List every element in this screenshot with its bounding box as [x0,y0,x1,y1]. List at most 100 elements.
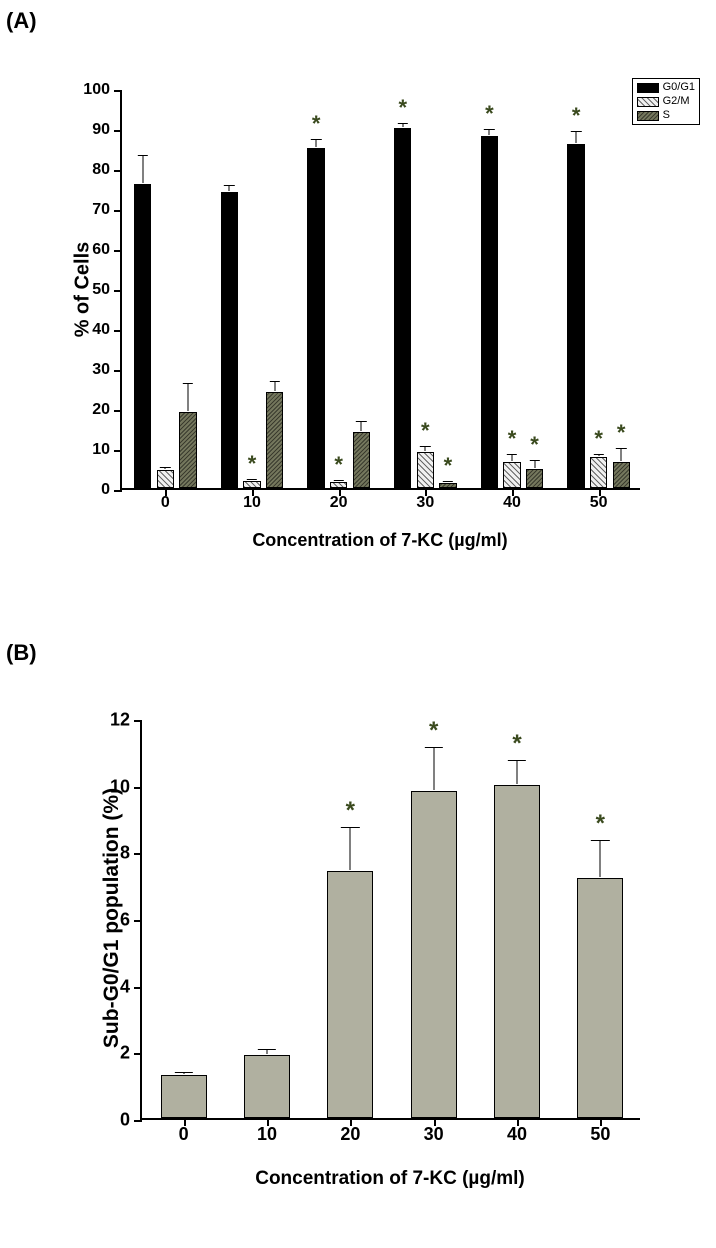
chart-b-significance-marker: * [512,730,521,758]
chart-a-xtick-label: 30 [416,494,434,512]
chart-a-errorbar [534,460,535,468]
chart-a-errorbar-cap [571,131,581,132]
chart-b-ylabel: Sub-G0/G1 population (%) [100,778,124,1058]
chart-a-ytick [114,370,122,372]
chart-a-errorbar-cap [507,454,517,455]
chart-a-errorbar-cap [160,467,170,468]
chart-a-errorbar [187,383,188,411]
chart-b-ytick [134,787,142,789]
chart-a-ytick [114,450,122,452]
chart-a-errorbar-cap [484,129,494,130]
chart-b-ytick-label: 12 [110,710,130,731]
legend-label: G0/G1 [663,82,695,93]
chart-b-xlabel: Concentration of 7-KC (µg/ml) [140,1168,640,1190]
chart-b-bar [244,1055,290,1118]
legend-swatch [637,83,659,93]
panel-b-label: (B) [6,640,37,666]
chart-b-errorbar-cap [424,747,442,748]
chart-a-bar: * [307,148,324,488]
legend-label: G2/M [663,96,690,107]
chart-a-significance-marker: * [444,453,453,479]
chart-a-ytick-label: 80 [92,161,110,179]
panel-a-label: (A) [6,8,37,34]
chart-a-ytick [114,170,122,172]
chart-b-errorbar-cap [341,827,359,828]
chart-b-errorbar-cap [174,1072,192,1073]
chart-a-ytick-label: 10 [92,441,110,459]
chart-a-ytick-label: 40 [92,321,110,339]
chart-b-errorbar [433,747,434,790]
chart-a-errorbar-cap [269,381,279,382]
chart-a-ytick [114,250,122,252]
chart-a-ytick [114,410,122,412]
chart-a-errorbar-cap [420,446,430,447]
chart-a-significance-marker: * [399,95,408,121]
chart-a-errorbar [142,155,143,183]
chart-b-errorbar-cap [591,840,609,841]
chart-a-significance-marker: * [617,420,626,446]
chart-a-ytick [114,90,122,92]
chart-a-errorbar-cap [593,454,603,455]
chart-b-significance-marker: * [596,810,605,838]
chart-b-errorbar-cap [508,760,526,761]
chart-a-ytick-label: 90 [92,121,110,139]
chart-b-bar: * [327,871,373,1118]
chart-b-ytick [134,1120,142,1122]
chart-b-errorbar [516,760,517,783]
chart-a-bar [353,432,370,488]
chart-a-bar: * [567,144,584,488]
chart-a-errorbar [511,454,512,461]
chart-a-bar: * [417,452,434,488]
chart-a-errorbar-cap [311,139,321,140]
chart-a-ytick [114,490,122,492]
legend-swatch [637,111,659,121]
chart-a-bar: * [526,469,543,488]
chart-a-errorbar-cap [183,383,193,384]
page: (A) 010203040506070809010001020304050***… [0,0,716,1248]
chart-b-bar: * [494,785,540,1118]
chart-a-errorbar [361,421,362,431]
chart-a-xtick-label: 40 [503,494,521,512]
chart-a-ytick-label: 0 [101,481,110,499]
chart-a-significance-marker: * [485,101,494,127]
chart-a-significance-marker: * [312,111,321,137]
chart-a-ylabel: % of Cells [71,242,94,338]
legend-row: S [637,110,695,121]
chart-b-xtick-label: 0 [179,1124,189,1145]
chart-b-xtick-label: 20 [340,1124,360,1145]
chart-b-ytick-label: 0 [120,1110,130,1131]
chart-a-significance-marker: * [572,103,581,129]
chart-b-xtick-label: 10 [257,1124,277,1145]
chart-b-ytick [134,720,142,722]
chart-b-ytick [134,920,142,922]
chart-a-ytick-label: 20 [92,401,110,419]
chart-a-bar: * [330,482,347,488]
chart-b-xtick-label: 40 [507,1124,527,1145]
legend-label: S [663,110,670,121]
chart-a-errorbar-cap [443,481,453,482]
chart-b-errorbar [600,840,601,877]
chart-a-ytick-label: 60 [92,241,110,259]
chart-a-significance-marker: * [421,418,430,444]
chart-b-ytick [134,987,142,989]
chart-a-bar [221,192,238,488]
legend-row: G0/G1 [637,82,695,93]
chart-a-errorbar-cap [333,480,343,481]
chart-a-bar [157,470,174,488]
chart-a-errorbar-cap [138,155,148,156]
chart-a-bar: * [503,462,520,488]
chart-b-errorbar [350,827,351,870]
chart-a-legend: G0/G1 G2/M S [632,78,700,125]
chart-a-xtick-label: 20 [330,494,348,512]
chart-a-ytick [114,130,122,132]
chart-a-errorbar [621,448,622,461]
chart-a-plot-area: 010203040506070809010001020304050*******… [120,90,640,490]
chart-a-bar [134,184,151,488]
chart-a-ytick-label: 100 [83,81,110,99]
chart-a-ytick [114,210,122,212]
chart-b-plot-area: 02468101201020304050**** [140,720,640,1120]
chart-a-errorbar-cap [356,421,366,422]
chart-a-significance-marker: * [248,451,257,477]
chart-a-errorbar-cap [398,123,408,124]
chart-a-errorbar-cap [224,185,234,186]
